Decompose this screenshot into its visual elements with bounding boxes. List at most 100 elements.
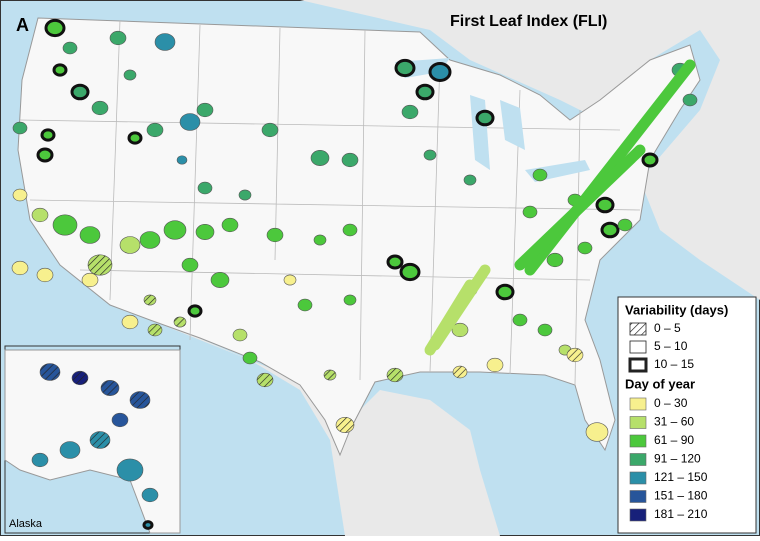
site [70, 83, 90, 101]
site [451, 322, 469, 338]
site [682, 93, 698, 107]
site [522, 205, 538, 219]
site-hatch [567, 348, 583, 362]
legend-label: 121 – 150 [654, 470, 708, 484]
site [512, 313, 528, 327]
site [577, 241, 593, 255]
site-hatch [90, 431, 110, 449]
site-hatch [101, 380, 119, 396]
site [62, 41, 78, 55]
legend-label: 181 – 210 [654, 507, 708, 521]
site [475, 109, 495, 127]
site-hatch [72, 371, 88, 385]
state-borders [19, 19, 641, 386]
legend-label: 151 – 180 [654, 489, 708, 503]
site [127, 131, 143, 145]
site [310, 150, 330, 166]
legend: Variability (days) 0 – 5 5 – 10 10 – 15 Day … [617, 296, 757, 534]
site [210, 272, 230, 288]
site [142, 520, 154, 530]
site [428, 62, 452, 82]
site [146, 122, 164, 138]
legend-swatch [629, 340, 647, 354]
site [176, 155, 188, 165]
site [341, 152, 359, 168]
site [242, 351, 258, 365]
site [343, 294, 357, 306]
site [221, 217, 239, 233]
site [141, 487, 159, 503]
site [386, 254, 404, 270]
site-band [514, 144, 646, 271]
site [261, 122, 279, 138]
site [12, 121, 28, 135]
site-hatch [144, 294, 156, 306]
site [52, 63, 68, 77]
site [394, 58, 416, 78]
site [163, 220, 187, 240]
site [179, 113, 201, 131]
site [11, 260, 29, 276]
site [532, 168, 548, 182]
site-hatch [174, 316, 186, 328]
site [595, 196, 615, 214]
site-hatch [324, 369, 336, 381]
legend-swatch [629, 490, 647, 503]
alaska-inset: Alaska [4, 345, 181, 534]
site [109, 30, 127, 46]
site [423, 149, 437, 161]
site-hatch [387, 368, 403, 382]
site [401, 104, 419, 120]
inset-label: Alaska [9, 518, 43, 530]
panel-label: A [16, 15, 29, 35]
site [116, 458, 144, 482]
site-hatch [336, 417, 354, 433]
legend-label: 31 – 60 [654, 415, 694, 429]
legend-swatch [629, 453, 647, 466]
map-title: First Leaf Index (FLI) [450, 13, 607, 30]
site [232, 328, 248, 342]
site [91, 100, 109, 116]
site [546, 252, 564, 268]
site [154, 33, 176, 51]
site [139, 231, 161, 249]
site [59, 441, 81, 459]
legend-swatch [629, 397, 647, 411]
site [81, 272, 99, 288]
site [40, 128, 56, 142]
site [641, 152, 659, 168]
legend-label: 10 – 15 [654, 357, 694, 371]
legend-label: 0 – 5 [654, 321, 681, 335]
legend-label: 91 – 120 [654, 452, 701, 466]
site [123, 69, 137, 81]
site [399, 262, 421, 282]
site [181, 257, 199, 273]
site-hatch [130, 391, 150, 409]
site-band [424, 279, 476, 356]
site [297, 298, 313, 312]
site [197, 181, 213, 195]
site [121, 314, 139, 330]
legend-label: 0 – 30 [654, 396, 688, 410]
canada [0, 0, 760, 300]
site [463, 174, 477, 186]
site [313, 234, 327, 246]
legend-swatch [629, 322, 647, 336]
site [111, 412, 129, 428]
site-hatch [40, 363, 60, 381]
site [187, 304, 203, 318]
site [31, 452, 49, 468]
site-hatch [88, 254, 112, 276]
site [238, 189, 252, 201]
phenology-sites [11, 18, 698, 442]
site [79, 226, 101, 244]
site-hatch [257, 373, 273, 387]
legend-title: Variability (days) [625, 302, 728, 317]
site [342, 223, 358, 237]
site [36, 267, 54, 283]
legend-swatch [629, 416, 647, 429]
legend-label: 61 – 90 [654, 433, 694, 447]
site [283, 274, 297, 286]
site [486, 357, 504, 373]
